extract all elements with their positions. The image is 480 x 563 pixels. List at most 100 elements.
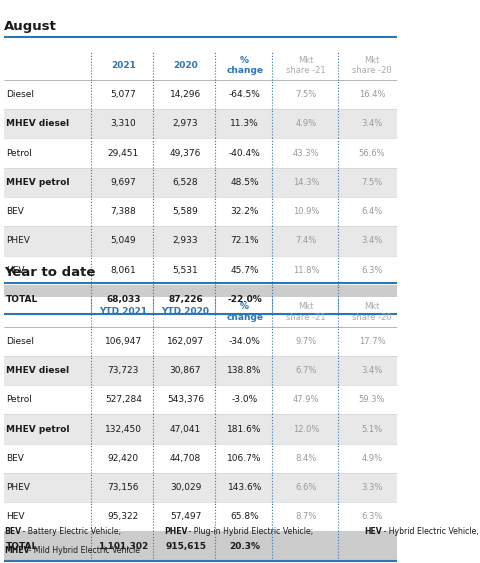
Text: 6.4%: 6.4%	[361, 207, 383, 216]
Text: - Battery Electric Vehicle;: - Battery Electric Vehicle;	[21, 527, 124, 536]
Text: 12.0%: 12.0%	[293, 425, 319, 434]
Text: 5.1%: 5.1%	[361, 425, 383, 434]
Text: HEV: HEV	[364, 527, 382, 536]
Text: 47,041: 47,041	[170, 425, 201, 434]
Text: 8.7%: 8.7%	[295, 512, 316, 521]
Text: 44,708: 44,708	[170, 454, 201, 463]
Text: MHEV diesel: MHEV diesel	[6, 119, 69, 128]
Text: 2,933: 2,933	[173, 236, 198, 245]
Bar	[4, 444, 397, 473]
Text: PHEV: PHEV	[6, 236, 30, 245]
Text: %
change: % change	[226, 56, 263, 75]
Text: BEV: BEV	[6, 207, 24, 216]
Text: 92,420: 92,420	[108, 454, 139, 463]
Text: 2,973: 2,973	[173, 119, 198, 128]
Bar	[4, 168, 397, 197]
Text: 3.3%: 3.3%	[361, 483, 383, 492]
Text: 57,497: 57,497	[170, 512, 201, 521]
Text: 11.8%: 11.8%	[293, 266, 319, 275]
Bar	[4, 109, 397, 138]
Text: 56.6%: 56.6%	[359, 149, 385, 158]
Text: -34.0%: -34.0%	[229, 337, 261, 346]
Text: 73,723: 73,723	[108, 366, 139, 375]
Text: 106,947: 106,947	[105, 337, 142, 346]
Text: 20.3%: 20.3%	[229, 542, 260, 551]
Text: 5,077: 5,077	[110, 90, 136, 99]
Text: 87,226: 87,226	[168, 295, 203, 304]
Text: 6.3%: 6.3%	[361, 512, 383, 521]
Text: PHEV: PHEV	[164, 527, 188, 536]
Text: 29,451: 29,451	[108, 149, 139, 158]
Bar	[4, 414, 397, 444]
Text: MHEV diesel: MHEV diesel	[6, 366, 69, 375]
Text: 11.3%: 11.3%	[230, 119, 259, 128]
Text: 6.3%: 6.3%	[361, 266, 383, 275]
Text: 45.7%: 45.7%	[230, 266, 259, 275]
Bar	[4, 226, 397, 256]
Text: 3,310: 3,310	[110, 119, 136, 128]
Text: 543,376: 543,376	[167, 395, 204, 404]
Text: - Mild Hybrid Electric Vehicle: - Mild Hybrid Electric Vehicle	[26, 546, 140, 555]
Text: 4.9%: 4.9%	[361, 454, 383, 463]
Text: 48.5%: 48.5%	[230, 178, 259, 187]
Bar	[4, 297, 397, 327]
Text: 7.5%: 7.5%	[361, 178, 383, 187]
Text: 3.4%: 3.4%	[361, 119, 383, 128]
Text: TOTAL: TOTAL	[6, 295, 38, 304]
Text: 8,061: 8,061	[110, 266, 136, 275]
Text: 143.6%: 143.6%	[228, 483, 262, 492]
Text: %
change: % change	[226, 302, 263, 321]
Text: Petrol: Petrol	[6, 395, 32, 404]
Text: 915,615: 915,615	[165, 542, 206, 551]
Text: Diesel: Diesel	[6, 337, 34, 346]
Text: 7,388: 7,388	[110, 207, 136, 216]
Text: 7.4%: 7.4%	[295, 236, 316, 245]
Bar	[4, 51, 397, 80]
Text: 9,697: 9,697	[110, 178, 136, 187]
Text: 47.9%: 47.9%	[293, 395, 319, 404]
Text: 2021: 2021	[111, 61, 136, 70]
Text: 2020: 2020	[173, 61, 198, 70]
Text: BEV: BEV	[6, 454, 24, 463]
Text: 162,097: 162,097	[167, 337, 204, 346]
Bar	[4, 285, 397, 314]
Text: 6,528: 6,528	[173, 178, 198, 187]
Text: MHEV: MHEV	[4, 546, 29, 555]
Text: 527,284: 527,284	[105, 395, 142, 404]
Text: 5,049: 5,049	[110, 236, 136, 245]
Text: -40.4%: -40.4%	[229, 149, 261, 158]
Bar	[4, 80, 397, 109]
Text: 59.3%: 59.3%	[359, 395, 385, 404]
Bar	[4, 138, 397, 168]
Text: 8.4%: 8.4%	[295, 454, 316, 463]
Text: 95,322: 95,322	[108, 512, 139, 521]
Text: 73,156: 73,156	[108, 483, 139, 492]
Text: 7.5%: 7.5%	[295, 90, 316, 99]
Text: MHEV petrol: MHEV petrol	[6, 178, 70, 187]
Text: - Hybrid Electric Vehicle,: - Hybrid Electric Vehicle,	[381, 527, 479, 536]
Bar	[4, 197, 397, 226]
Text: 17.7%: 17.7%	[359, 337, 385, 346]
Text: 65.8%: 65.8%	[230, 512, 259, 521]
Text: YTD 2020: YTD 2020	[162, 307, 210, 316]
Text: 72.1%: 72.1%	[230, 236, 259, 245]
Bar	[4, 531, 397, 561]
Text: 138.8%: 138.8%	[228, 366, 262, 375]
Text: Mkt
share -20: Mkt share -20	[352, 56, 392, 75]
Text: 106.7%: 106.7%	[228, 454, 262, 463]
Text: 49,376: 49,376	[170, 149, 201, 158]
Text: HEV: HEV	[6, 266, 24, 275]
Text: 14,296: 14,296	[170, 90, 201, 99]
Text: 32.2%: 32.2%	[230, 207, 259, 216]
Text: 3.4%: 3.4%	[361, 366, 383, 375]
Text: Mkt
share -20: Mkt share -20	[352, 302, 392, 321]
Text: HEV: HEV	[6, 512, 24, 521]
Text: 181.6%: 181.6%	[228, 425, 262, 434]
Bar	[4, 502, 397, 531]
Text: TOTAL: TOTAL	[6, 542, 38, 551]
Text: 6.6%: 6.6%	[295, 483, 316, 492]
Text: -3.0%: -3.0%	[231, 395, 258, 404]
Text: August: August	[4, 20, 57, 33]
Text: YTD 2021: YTD 2021	[99, 307, 147, 316]
Text: 5,589: 5,589	[173, 207, 198, 216]
